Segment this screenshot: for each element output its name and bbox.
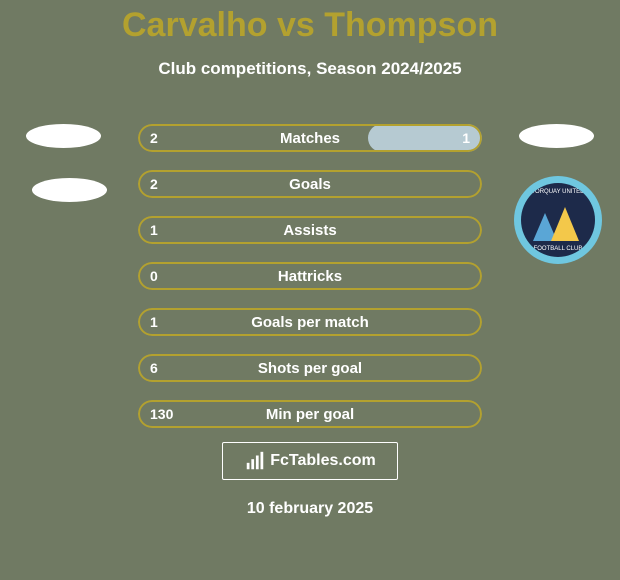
- stat-label: Hattricks: [138, 262, 482, 290]
- stat-bar: 1Goals per match: [138, 308, 482, 336]
- club-logo: TORQUAY UNITED FOOTBALL CLUB: [514, 176, 602, 264]
- date-text: 10 february 2025: [0, 500, 620, 518]
- player-left-name: Carvalho: [122, 6, 268, 44]
- player-right-name: Thompson: [324, 6, 498, 44]
- title-vs: vs: [277, 6, 315, 44]
- stat-bar: 21Matches: [138, 124, 482, 152]
- club-logo-bottom-text: FOOTBALL CLUB: [521, 246, 595, 252]
- club-logo-inner: TORQUAY UNITED FOOTBALL CLUB: [521, 183, 595, 257]
- player-left-badge-2: [32, 178, 107, 202]
- player-right-badge-1: [519, 124, 594, 148]
- page-title: Carvalho vs Thompson: [0, 0, 620, 45]
- stat-bar: 2Goals: [138, 170, 482, 198]
- comparison-card: Carvalho vs Thompson Club competitions, …: [0, 0, 620, 580]
- club-logo-top-text: TORQUAY UNITED: [521, 189, 595, 195]
- stat-bar: 0Hattricks: [138, 262, 482, 290]
- brand-box[interactable]: FcTables.com: [222, 442, 398, 480]
- stat-label: Matches: [138, 124, 482, 152]
- stat-label: Min per goal: [138, 400, 482, 428]
- chart-icon: [244, 450, 266, 472]
- stat-label: Shots per goal: [138, 354, 482, 382]
- subtitle: Club competitions, Season 2024/2025: [0, 59, 620, 79]
- stat-label: Goals: [138, 170, 482, 198]
- stats-bars: 21Matches 2Goals 1Assists 0Hattricks 1Goals …: [138, 124, 482, 446]
- stat-label: Goals per match: [138, 308, 482, 336]
- club-logo-shape-2: [551, 207, 579, 241]
- stat-bar: 130Min per goal: [138, 400, 482, 428]
- stat-bar: 1Assists: [138, 216, 482, 244]
- player-left-badge-1: [26, 124, 101, 148]
- stat-label: Assists: [138, 216, 482, 244]
- brand-text: FcTables.com: [270, 452, 376, 470]
- stat-bar: 6Shots per goal: [138, 354, 482, 382]
